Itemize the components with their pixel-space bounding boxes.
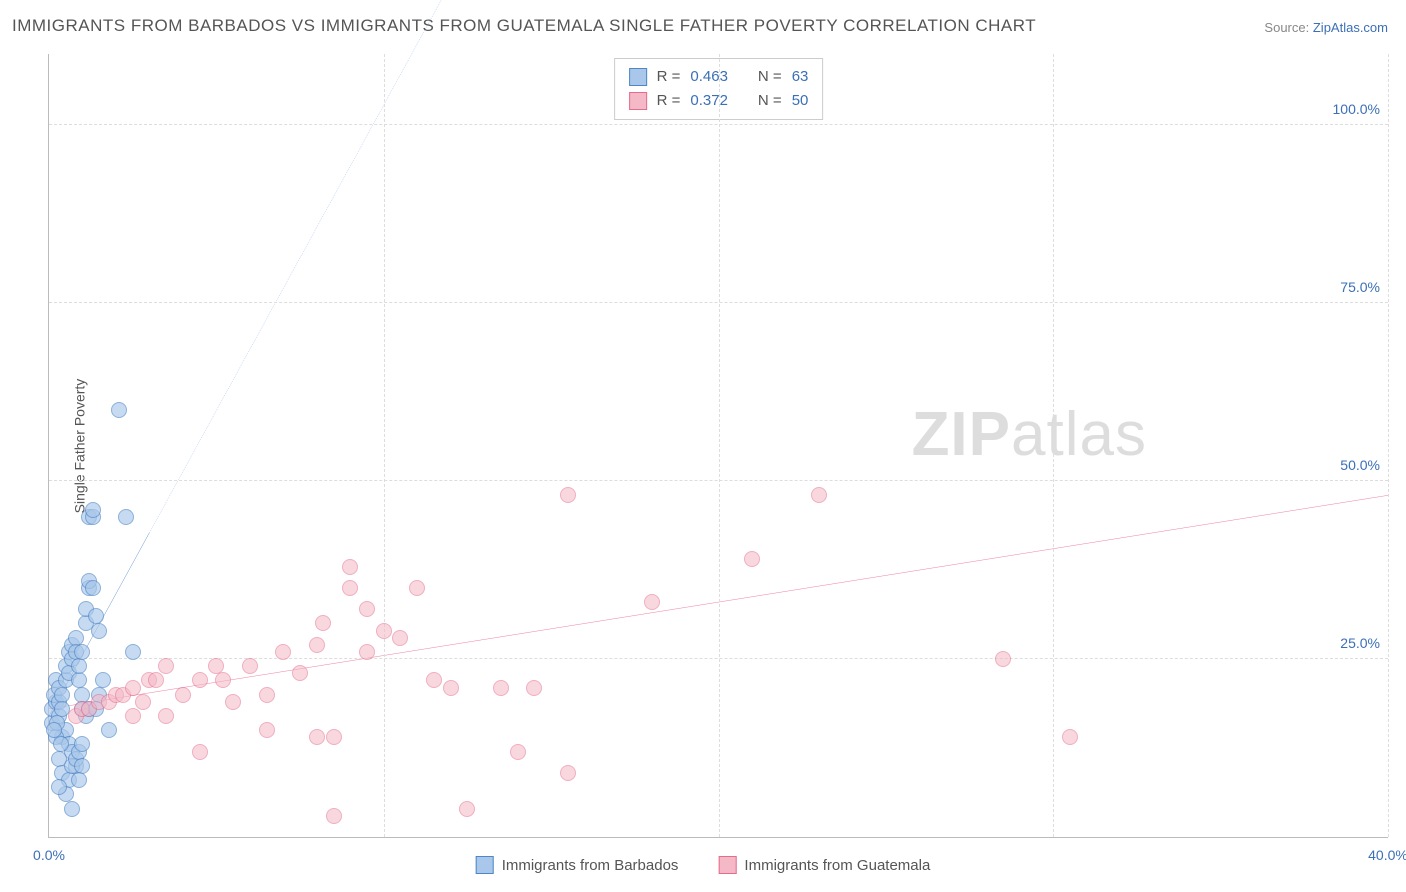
scatter-point: [811, 487, 827, 503]
legend-swatch: [629, 92, 647, 110]
r-label: R =: [657, 89, 681, 113]
x-tick-label: 40.0%: [1368, 847, 1406, 863]
y-tick-label: 75.0%: [1340, 279, 1380, 295]
scatter-point: [326, 729, 342, 745]
scatter-point: [175, 687, 191, 703]
scatter-point: [359, 644, 375, 660]
scatter-point: [242, 658, 258, 674]
scatter-point: [192, 744, 208, 760]
scatter-point: [74, 736, 90, 752]
scatter-point: [560, 765, 576, 781]
legend-item: Immigrants from Barbados: [476, 856, 679, 874]
scatter-point: [510, 744, 526, 760]
scatter-point: [95, 672, 111, 688]
source-attribution: Source: ZipAtlas.com: [1264, 20, 1388, 35]
y-tick-label: 25.0%: [1340, 635, 1380, 651]
scatter-point: [326, 808, 342, 824]
scatter-point: [995, 651, 1011, 667]
scatter-point: [744, 551, 760, 567]
scatter-point: [85, 580, 101, 596]
scatter-point: [259, 722, 275, 738]
scatter-point: [342, 559, 358, 575]
x-tick-label: 0.0%: [33, 847, 65, 863]
scatter-point: [135, 694, 151, 710]
n-value: 63: [792, 65, 809, 89]
scatter-point: [560, 487, 576, 503]
scatter-point: [259, 687, 275, 703]
scatter-point: [315, 615, 331, 631]
scatter-point: [309, 637, 325, 653]
scatter-point: [158, 658, 174, 674]
legend-item: Immigrants from Guatemala: [718, 856, 930, 874]
scatter-point: [111, 402, 127, 418]
legend-label: Immigrants from Guatemala: [744, 857, 930, 874]
n-label: N =: [758, 89, 782, 113]
scatter-point: [426, 672, 442, 688]
r-label: R =: [657, 65, 681, 89]
gridline-v: [1053, 54, 1054, 837]
series-legend: Immigrants from Barbados Immigrants from …: [476, 856, 931, 874]
y-tick-label: 50.0%: [1340, 457, 1380, 473]
r-value: 0.372: [690, 89, 728, 113]
scatter-point: [53, 736, 69, 752]
scatter-point: [292, 665, 308, 681]
scatter-point: [644, 594, 660, 610]
scatter-point: [526, 680, 542, 696]
r-value: 0.463: [690, 65, 728, 89]
scatter-point: [359, 601, 375, 617]
chart-title: IMMIGRANTS FROM BARBADOS VS IMMIGRANTS F…: [12, 16, 1036, 36]
scatter-point: [125, 708, 141, 724]
legend-swatch: [629, 68, 647, 86]
scatter-point: [409, 580, 425, 596]
scatter-point: [443, 680, 459, 696]
scatter-point: [215, 672, 231, 688]
scatter-point: [71, 772, 87, 788]
scatter-point: [51, 779, 67, 795]
gridline-v: [1388, 54, 1389, 837]
regression-line-dashed: [149, 0, 450, 533]
scatter-point: [1062, 729, 1078, 745]
scatter-point: [125, 644, 141, 660]
gridline-v: [384, 54, 385, 837]
n-value: 50: [792, 89, 809, 113]
scatter-point: [158, 708, 174, 724]
source-label: Source:: [1264, 20, 1309, 35]
scatter-point: [493, 680, 509, 696]
scatter-point: [275, 644, 291, 660]
scatter-point: [125, 680, 141, 696]
scatter-point: [91, 623, 107, 639]
scatter-point: [74, 644, 90, 660]
gridline-v: [719, 54, 720, 837]
legend-swatch: [476, 856, 494, 874]
scatter-point: [192, 672, 208, 688]
y-tick-label: 100.0%: [1333, 101, 1380, 117]
scatter-point: [309, 729, 325, 745]
scatter-point: [392, 630, 408, 646]
legend-swatch: [718, 856, 736, 874]
source-link[interactable]: ZipAtlas.com: [1313, 20, 1388, 35]
scatter-point: [85, 502, 101, 518]
scatter-point: [225, 694, 241, 710]
scatter-point: [64, 801, 80, 817]
scatter-point: [459, 801, 475, 817]
n-label: N =: [758, 65, 782, 89]
scatter-point: [342, 580, 358, 596]
scatter-point: [71, 658, 87, 674]
scatter-point: [148, 672, 164, 688]
plot-area: ZIPatlas R =0.463N =63R =0.372N =50 25.0…: [48, 54, 1388, 838]
legend-label: Immigrants from Barbados: [502, 857, 679, 874]
scatter-point: [118, 509, 134, 525]
scatter-point: [101, 722, 117, 738]
scatter-point: [376, 623, 392, 639]
